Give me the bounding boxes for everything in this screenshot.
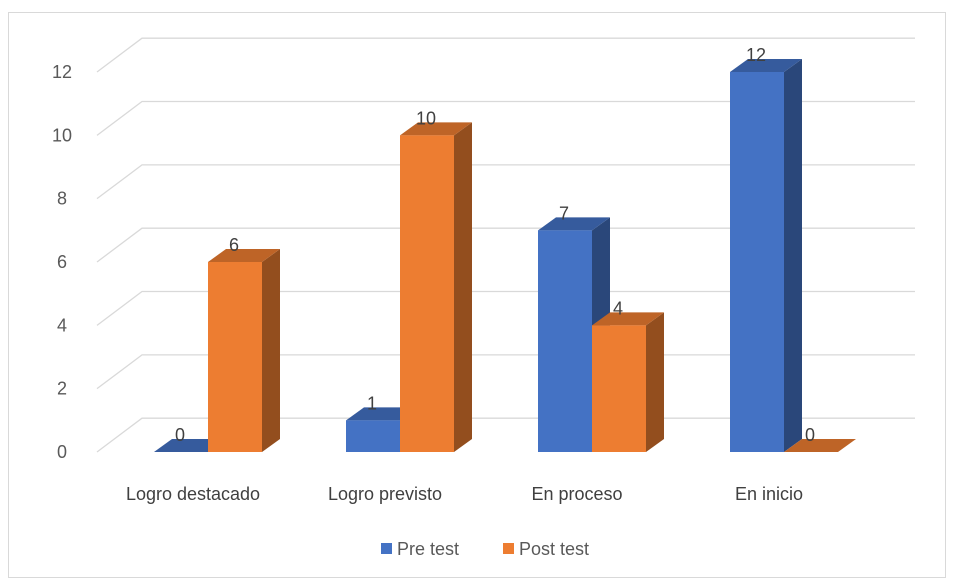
y-tick-label: 0: [57, 442, 67, 462]
y-axis-tick-labels: 0 2 4 6 8 10 12: [52, 62, 72, 462]
y-tick-label: 12: [52, 62, 72, 82]
bar-top: [400, 122, 472, 136]
legend-item-pre-test: Pre test: [381, 539, 459, 559]
x-category-label: En proceso: [531, 484, 622, 504]
bar-pre-test-en-inicio: [730, 59, 802, 452]
bar-front: [208, 262, 262, 452]
y-tick-label: 4: [57, 315, 67, 335]
bar-post-test-en-inicio: [784, 439, 856, 452]
bar-top: [592, 312, 664, 326]
legend-label: Post test: [519, 539, 589, 559]
data-label-pre-test-logro-previsto: 1: [367, 393, 377, 413]
bar-front: [538, 230, 592, 452]
x-category-label: Logro previsto: [328, 484, 442, 504]
bar-top: [208, 249, 280, 262]
bar-top: [784, 439, 856, 452]
data-label-post-test-en-inicio: 0: [805, 425, 815, 445]
legend-swatch: [381, 543, 392, 554]
bar-top: [538, 217, 610, 231]
y-tick-label: 2: [57, 379, 67, 399]
data-label-pre-test-en-proceso: 7: [559, 203, 569, 223]
gridline-8: [96, 164, 915, 200]
data-label-post-test-en-proceso: 4: [613, 298, 623, 318]
bar-post-test-logro-destacado: [208, 249, 280, 452]
legend-item-post-test: Post test: [503, 539, 589, 559]
legend-label: Pre test: [397, 539, 459, 559]
gridline-4: [96, 290, 915, 326]
data-label-post-test-logro-destacado: 6: [229, 235, 239, 255]
y-tick-label: 6: [57, 252, 67, 272]
data-label-pre-test-en-inicio: 12: [746, 45, 766, 65]
bar-side: [262, 249, 280, 452]
bar-front: [346, 420, 400, 452]
bar-side: [454, 122, 472, 452]
x-axis-category-labels: Logro destacado Logro previsto En proceso E…: [126, 484, 803, 504]
bar-side: [784, 59, 802, 452]
bar-front: [730, 72, 784, 452]
y-tick-label: 8: [57, 189, 67, 209]
legend-swatch: [503, 543, 514, 554]
bar-post-test-logro-previsto: [400, 122, 472, 453]
x-category-label: Logro destacado: [126, 484, 260, 504]
data-label-pre-test-logro-destacado: 0: [175, 425, 185, 445]
gridline-12: [96, 37, 915, 73]
gridline-6: [96, 227, 915, 263]
data-labels: 0 6 1 10 7 4 12 0: [175, 45, 815, 445]
x-category-label: En inicio: [735, 484, 803, 504]
bar-top: [730, 59, 802, 72]
legend: Pre test Post test: [381, 539, 589, 559]
bar-post-test-en-proceso: [592, 312, 664, 452]
data-label-post-test-logro-previsto: 10: [416, 108, 436, 128]
bar-side: [646, 312, 664, 452]
gridline-10: [96, 100, 915, 136]
bars: [154, 59, 856, 453]
bar-front: [400, 135, 454, 453]
y-tick-label: 10: [52, 125, 72, 145]
bar-front: [592, 325, 646, 452]
